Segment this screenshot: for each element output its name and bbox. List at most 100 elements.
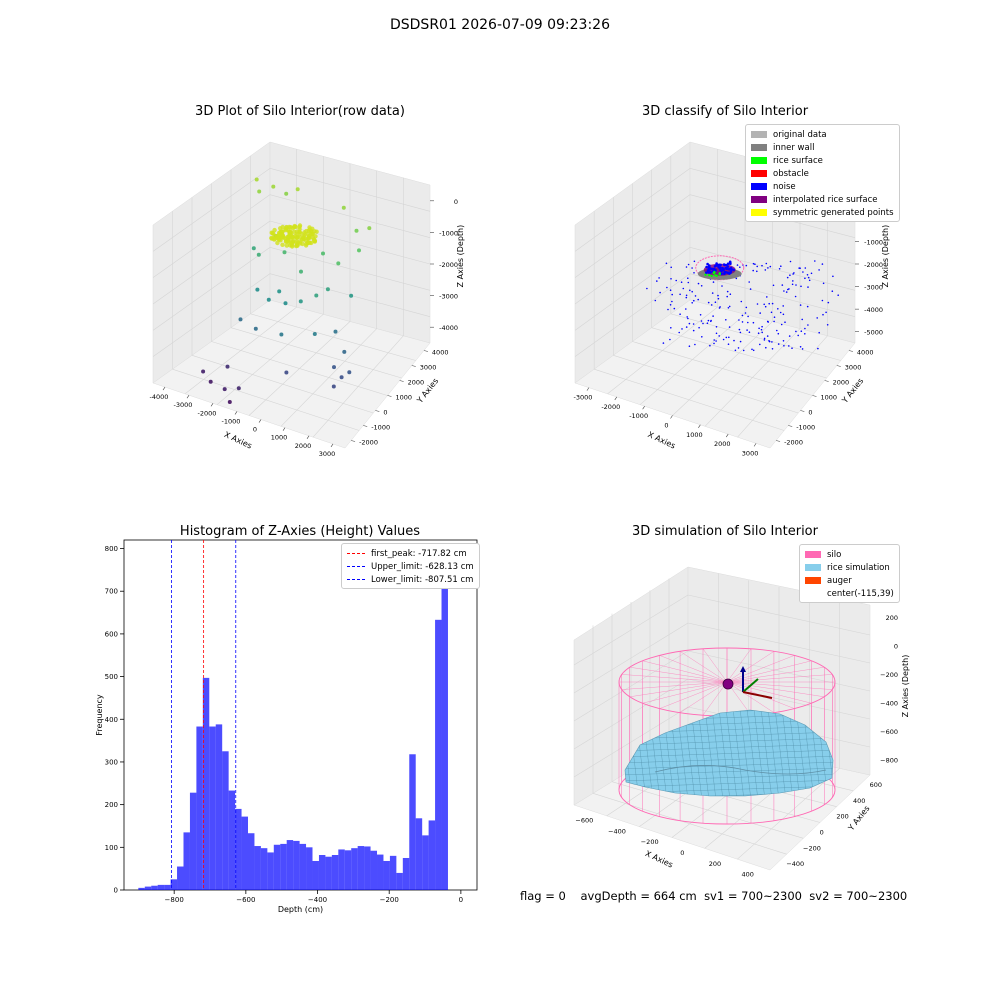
legend-swatch	[805, 564, 821, 571]
panel1-x-tick-label: 3000	[319, 450, 336, 458]
histogram-y-label: Frequency	[95, 694, 104, 736]
panel2-noise-point	[791, 347, 793, 350]
panel2-noise-point	[728, 305, 731, 308]
legend-swatch	[347, 579, 365, 580]
panel2-x-tick-label: 2000	[714, 440, 731, 448]
panel2-noise-point	[658, 277, 660, 279]
panel2-noise-point	[654, 299, 657, 302]
panel2-noise-point	[759, 343, 761, 346]
panel1-x-tick	[330, 443, 334, 448]
panel2-y-tick	[848, 350, 854, 352]
panel2-rice-surface-point	[708, 274, 711, 277]
panel2-noise-point	[752, 262, 755, 265]
panel2-noise-point	[692, 323, 695, 325]
panel2-noise-point	[764, 269, 767, 271]
panel2-noise-point	[739, 331, 742, 334]
panel1-dense-point	[269, 235, 274, 241]
legend-swatch	[751, 183, 767, 190]
panel2-noise-point	[800, 330, 803, 333]
panel2-noise-point	[717, 297, 720, 300]
panel2-noise-point	[725, 267, 729, 271]
panel2-noise-point	[748, 281, 750, 283]
panel2-noise-point	[714, 268, 717, 272]
panel4-legend: silo rice simulation auger center(-115,39)	[799, 544, 900, 603]
panel1-scatter-point	[266, 297, 271, 302]
panel2-noise-point	[786, 276, 789, 279]
panel2-noise-point	[798, 267, 800, 269]
panel2-noise-point	[772, 284, 775, 287]
panel2-noise-point	[742, 349, 745, 352]
rice-mesh-line	[710, 710, 724, 796]
silo-roof-spoke	[726, 681, 833, 690]
panel2-noise-point	[771, 341, 773, 343]
panel2-noise-point	[752, 321, 755, 324]
panel2-noise-point	[726, 295, 728, 298]
center-axis-y	[742, 678, 759, 693]
panel1-scatter-point	[321, 251, 325, 256]
panel2-z-tick-label: -3000	[864, 284, 883, 292]
panel2-y-tick	[812, 395, 817, 397]
panel1-y-tick	[411, 365, 416, 367]
panel2-noise-point	[822, 282, 825, 285]
panel2-noise-point	[804, 327, 806, 330]
panel2-noise-point	[763, 337, 766, 340]
panel2-noise-point	[766, 335, 769, 337]
legend-label: silo	[827, 549, 842, 560]
panel1-x-tick	[162, 386, 166, 391]
panel2-noise-point	[784, 321, 786, 324]
panel2-noise-point	[693, 260, 696, 263]
rice-mesh-line	[625, 755, 833, 764]
legend-label: inner wall	[773, 142, 815, 153]
silo-roof-spoke	[621, 674, 728, 683]
histogram-bar	[267, 852, 274, 890]
panel2-noise-point	[669, 304, 672, 306]
panel1-x-tick-label: -2000	[198, 409, 217, 417]
legend-swatch	[805, 551, 821, 558]
panel2-y-tick	[775, 440, 781, 442]
silo-roof-spoke	[629, 666, 728, 683]
panel2-noise-point	[707, 319, 710, 322]
histogram-bar	[370, 850, 378, 890]
histogram-bar	[280, 843, 287, 890]
panel2-noise-point	[693, 272, 695, 274]
panel2-noise-point	[745, 264, 748, 267]
panel2-y-tick	[800, 410, 805, 412]
panel2-noise-point	[713, 342, 715, 345]
panel2-noise-point	[795, 284, 797, 286]
histogram-bar	[318, 855, 326, 890]
histogram-y-tick-label: 100	[105, 844, 118, 852]
panel4-y-tick-label: 200	[836, 813, 848, 821]
panel1-scatter-point	[222, 387, 227, 392]
panel1-z-tick-label: -4000	[439, 324, 458, 332]
panel2-noise-point	[783, 345, 785, 347]
silo-roof-spoke	[726, 648, 752, 683]
panel1-scatter-point	[357, 248, 361, 253]
histogram-bar	[357, 846, 365, 890]
panel2-noise-point	[710, 304, 713, 306]
panel2-noise-point	[777, 332, 780, 335]
histogram-y-tick-label: 0	[114, 887, 118, 895]
panel4-z-tick-label: −800	[880, 757, 898, 765]
panel2-noise-point	[673, 307, 676, 310]
panel1-wall-grid	[269, 168, 431, 212]
panel2-y-tick-label: 4000	[857, 349, 874, 357]
panel2-noise-point	[685, 326, 688, 328]
panel1-floor-grid	[312, 335, 404, 438]
panel2-noise-point	[669, 289, 672, 292]
panel2-z-tick-label: -4000	[864, 306, 883, 314]
histogram-bar	[286, 840, 294, 890]
panel3-title: Histogram of Z-Axies (Height) Values	[179, 524, 421, 539]
panel2-noise-point	[692, 329, 695, 332]
rice-mesh-line	[625, 731, 833, 740]
panel1-y-tick-label: 1000	[396, 394, 413, 402]
silo-roof-spoke	[659, 681, 728, 709]
panel2-noise-point	[722, 268, 725, 272]
panel1-x-tick	[306, 435, 310, 439]
panel1-scatter-point	[227, 400, 232, 404]
panel2-noise-point	[679, 293, 681, 296]
legend-swatch	[751, 196, 767, 203]
panel2-noise-point	[767, 320, 769, 323]
panel2-noise-point	[799, 304, 802, 306]
panel2-y-tick-label: 3000	[845, 364, 862, 372]
panel2-noise-point	[682, 287, 685, 290]
